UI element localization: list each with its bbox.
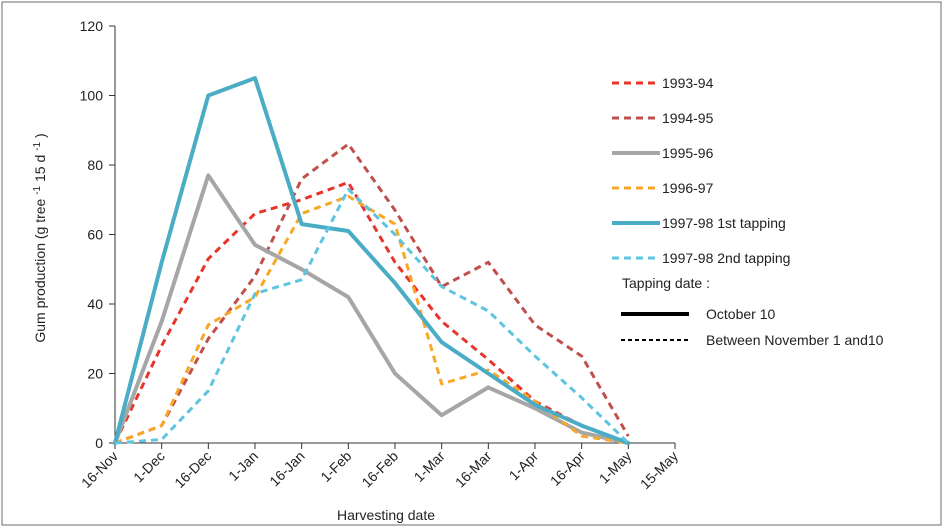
series-line-2	[114, 142, 630, 445]
y-axis-title: Gum production (g tree -1 15 d -1 )	[27, 133, 48, 342]
legend-label-2: 1994-95	[662, 110, 714, 126]
y-tick-label-60: 60	[87, 227, 103, 243]
tapping-label-1: October 10	[706, 306, 775, 322]
y-axis-title-sup2: -1	[32, 142, 43, 151]
series-line-3	[113, 173, 631, 445]
tapping-label-2: Between November 1 and10	[706, 332, 884, 348]
y-tick-label-20: 20	[87, 366, 103, 382]
tapping-legend: Tapping date : October 10 Between November…	[621, 275, 884, 348]
legend-label-3: 1995-96	[662, 145, 714, 161]
x-axis-title: Harvesting date	[337, 507, 435, 523]
y-tick-label-120: 120	[80, 18, 104, 34]
legend-label-4: 1996-97	[662, 180, 714, 196]
legend-label-5: 1997-98 1st tapping	[662, 215, 786, 231]
series-line-4	[114, 194, 629, 445]
tapping-legend-title: Tapping date :	[622, 275, 710, 291]
legend-label-6: 1997-98 2nd tapping	[662, 250, 790, 266]
y-tick-label-80: 80	[87, 157, 103, 173]
series-line-6	[114, 187, 630, 445]
y-axis-title-sup1: -1	[32, 185, 43, 194]
legend: 1993-94 1994-95 1995-96 1996-97 1997-98 1st …	[612, 75, 790, 266]
y-tick-label-40: 40	[87, 296, 103, 312]
series-line-5	[113, 76, 631, 445]
y-axis-title-mid: 15 d	[32, 155, 48, 182]
legend-label-1: 1993-94	[662, 75, 714, 91]
series-layer	[113, 76, 631, 445]
y-axis-title-end: )	[32, 133, 48, 138]
y-axis-title-main: Gum production (g tree	[32, 198, 48, 342]
y-tick-label-0: 0	[95, 435, 103, 451]
y-tick-label-100: 100	[80, 88, 104, 104]
